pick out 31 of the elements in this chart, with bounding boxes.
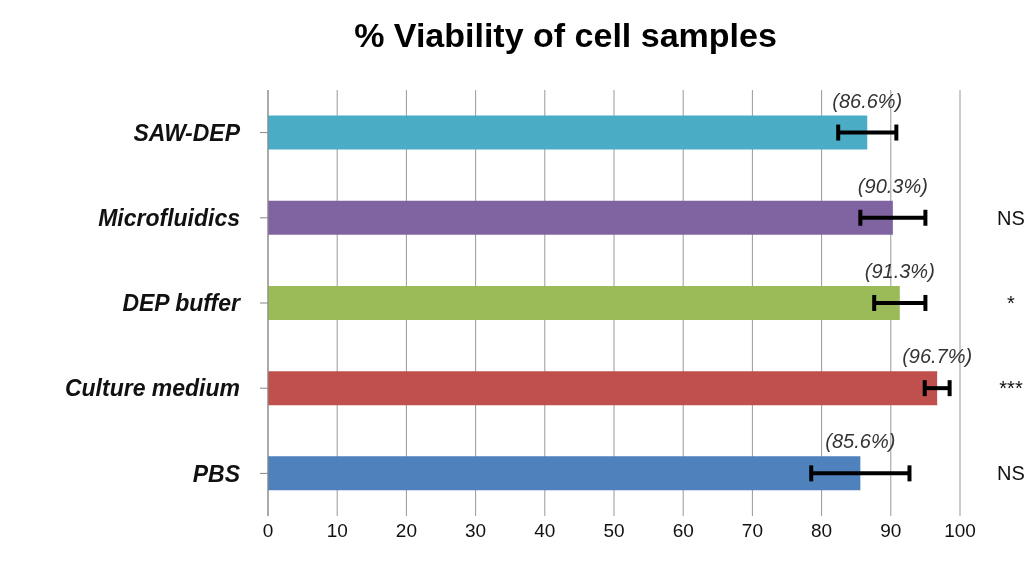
bar [268,200,893,235]
chart-title: % Viability of cell samples [353,15,778,56]
bar [268,285,900,320]
x-tick-label: 60 [672,520,694,542]
bar [268,456,861,491]
y-tick-label: Culture medium [64,375,240,402]
y-tick-label: PBS [192,460,241,487]
data-label: (86.6%) [832,89,903,112]
text: NS [997,462,1025,485]
data-label: (96.7%) [902,345,973,368]
data-label: (85.6%) [825,430,896,453]
x-tick-label: 0 [262,520,274,542]
text: * [1007,291,1016,314]
y-tick-label: DEP buffer [122,290,242,317]
x-tick-label: 10 [326,520,348,542]
data-label: (90.3%) [857,174,928,197]
x-tick-label: 30 [465,520,487,542]
y-tick-label: SAW-DEP [133,119,241,146]
x-tick-label: 50 [603,520,625,542]
text: NS [997,206,1025,229]
x-tick-label: 90 [880,520,902,542]
y-tick-label: Microfluidics [98,204,240,231]
x-tick-label: 100 [944,520,976,542]
x-tick-label: 20 [395,520,417,542]
x-tick-label: 40 [534,520,556,542]
bar [268,371,938,406]
text: *** [999,377,1023,400]
x-tick-label: 80 [811,520,833,542]
data-label: (91.3%) [864,259,935,282]
x-tick-label: 70 [741,520,763,542]
bar [268,115,868,150]
